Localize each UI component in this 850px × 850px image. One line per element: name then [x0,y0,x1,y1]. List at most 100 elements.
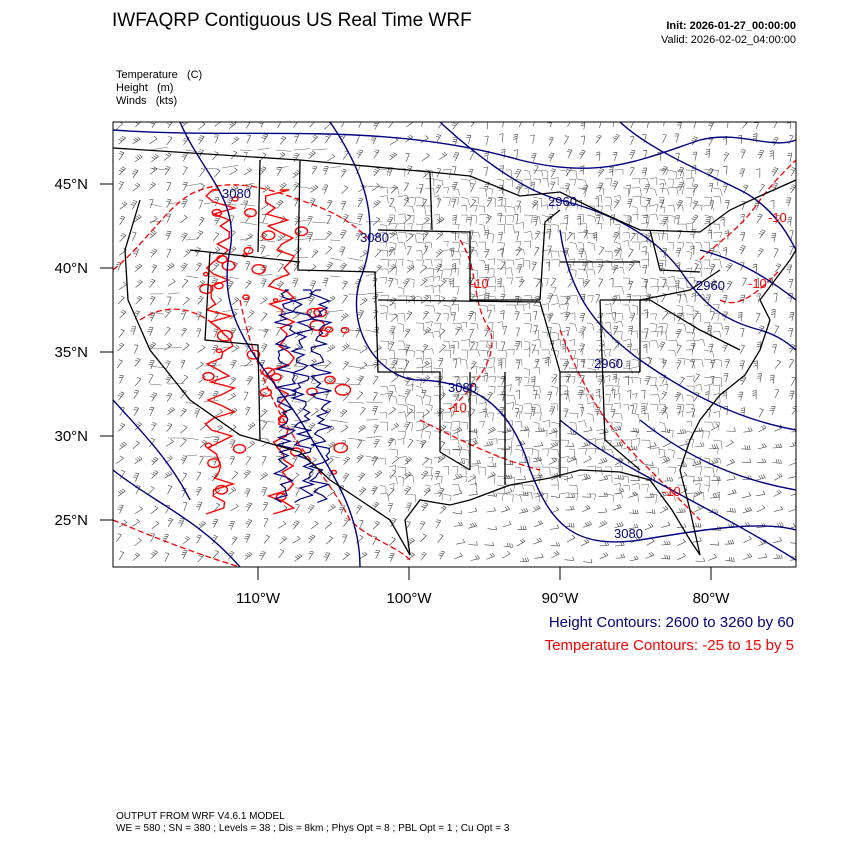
county-line [514,421,523,429]
wind-barb [310,520,319,530]
wind-barb [231,536,238,546]
wind-barb [549,181,556,191]
county-line [559,456,569,463]
county-line [496,492,504,501]
wind-barb [514,213,519,224]
wind-barb [339,262,347,272]
wind-barb [148,374,154,384]
wind-barb [437,534,444,543]
wind-barb [692,151,698,161]
wind-barb [149,278,156,288]
wind-barb [455,538,466,545]
wind-barb [308,295,315,305]
wind-barb [771,137,779,146]
county-line [613,457,623,467]
wind-barb [211,518,219,528]
county-line [532,178,541,185]
wind-barb [565,493,576,498]
wind-barb [212,232,220,241]
county-line [685,411,695,419]
wind-barb [629,555,639,562]
county-line [514,186,521,196]
wind-barb [132,231,137,241]
wind-barb [327,504,336,512]
county-line [424,276,434,282]
county-line [568,312,576,321]
county-line [604,303,612,313]
county-line [685,267,692,275]
wind-barb [420,533,427,543]
county-line [613,223,621,232]
county-line [406,493,416,503]
wind-barb [547,391,552,401]
county-line [239,203,256,207]
wind-barb [308,150,316,160]
county-line [658,331,668,341]
wind-barb [515,327,520,337]
county-line [514,205,521,213]
wind-barb [342,361,349,370]
county-line [478,466,486,476]
wind-barb [404,389,411,399]
wind-barb [151,456,159,466]
county-line [397,194,409,203]
wind-barb [276,281,284,290]
county-line [568,493,579,501]
county-line [541,466,551,476]
county-line [559,187,570,196]
wind-barb [277,233,286,242]
county-line [577,250,587,259]
county-line [667,241,674,250]
wind-barb [612,504,622,511]
county-line [703,430,710,439]
wind-barb [213,502,221,512]
border-line [377,171,640,373]
wind-barb [677,167,685,177]
county-line [460,421,469,430]
wind-barb [487,471,496,479]
wind-barb [789,542,796,544]
county-line [577,223,587,232]
wind-barb [245,502,253,512]
county-line [667,448,675,459]
wind-barb [548,152,555,162]
wind-barb [534,553,544,559]
county-line [514,358,523,366]
wind-barb [261,133,269,143]
county-line [532,385,541,393]
wind-barb [724,539,735,545]
wind-barb [498,407,505,416]
wind-barb [373,424,379,434]
county-line [577,231,588,240]
wind-barb [180,455,188,465]
county-line [185,437,199,440]
wind-barb [231,344,240,353]
wind-barb [322,166,329,176]
wind-barb [739,360,745,370]
county-line [424,394,432,405]
county-line [703,421,714,428]
county-line [676,169,685,177]
wind-barb [469,199,477,208]
wind-barb [247,440,255,449]
wind-barb [149,199,154,209]
wind-barb [517,525,527,530]
county-line [568,448,576,459]
county-line [433,275,440,282]
temp-label: -10 [448,400,467,415]
county-line [550,250,560,258]
wind-barb [309,344,317,353]
county-line [347,365,366,369]
county-line [167,383,184,385]
county-line [379,492,390,502]
county-line [577,241,585,252]
county-line [685,277,695,284]
wind-barb [532,216,538,226]
wind-barb [134,506,143,514]
wind-barb [213,328,219,338]
county-line [631,493,639,503]
height-label: 3080 [448,380,477,395]
county-line [329,383,345,385]
county-line [559,339,567,347]
wind-barb [566,534,576,543]
